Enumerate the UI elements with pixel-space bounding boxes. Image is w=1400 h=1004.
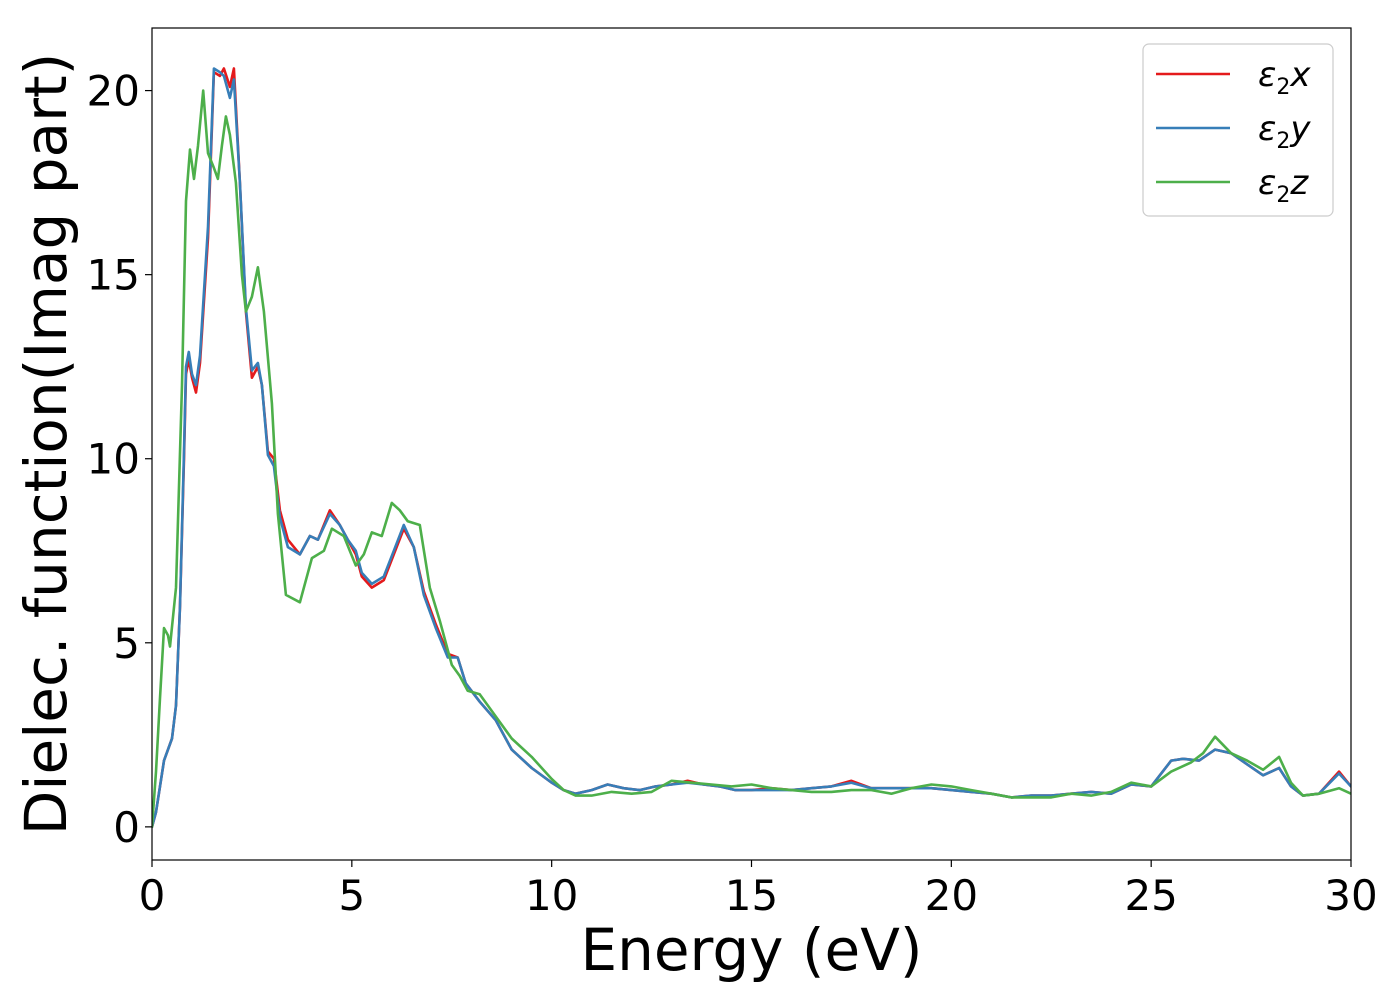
legend-label-y: ε2y <box>1258 109 1311 154</box>
legend-label-base: ε <box>1258 55 1276 95</box>
legend-label-tail: x <box>1289 55 1311 95</box>
y-tick-label: 10 <box>87 435 140 484</box>
series-layer <box>152 67 1351 829</box>
y-tick-label: 15 <box>87 251 140 300</box>
x-tick-label: 15 <box>725 871 778 920</box>
x-tick-label: 0 <box>139 871 166 920</box>
legend-label-base: ε <box>1258 163 1276 203</box>
y-tick-label: 5 <box>113 619 140 668</box>
x-tick-label: 5 <box>338 871 365 920</box>
y-axis-label: Dielec. function(Imag part) <box>12 53 80 836</box>
y-tick-label: 20 <box>87 67 140 116</box>
x-tick-label: 25 <box>1124 871 1177 920</box>
y-tick-label: 0 <box>113 803 140 852</box>
x-axis-label: Energy (eV) <box>580 916 922 984</box>
legend-label-tail: z <box>1289 163 1309 203</box>
x-tick-label: 10 <box>525 871 578 920</box>
x-tick-label: 20 <box>925 871 978 920</box>
legend-label-base: ε <box>1258 109 1276 149</box>
series-line-y <box>152 67 1351 829</box>
legend-box <box>1142 43 1334 217</box>
x-tick-label: 30 <box>1324 871 1377 920</box>
legend-label-sub: 2 <box>1276 129 1290 154</box>
legend-label-tail: y <box>1289 109 1311 149</box>
legend-label-sub: 2 <box>1276 75 1290 100</box>
legend-label-sub: 2 <box>1276 183 1290 208</box>
legend-label-z: ε2z <box>1258 163 1309 208</box>
axis-layer: 0 5 10 15 20 25 30 0 5 10 15 20 <box>87 27 1378 920</box>
legend-label-x: ε2x <box>1258 55 1311 100</box>
series-line-z <box>152 89 1351 829</box>
